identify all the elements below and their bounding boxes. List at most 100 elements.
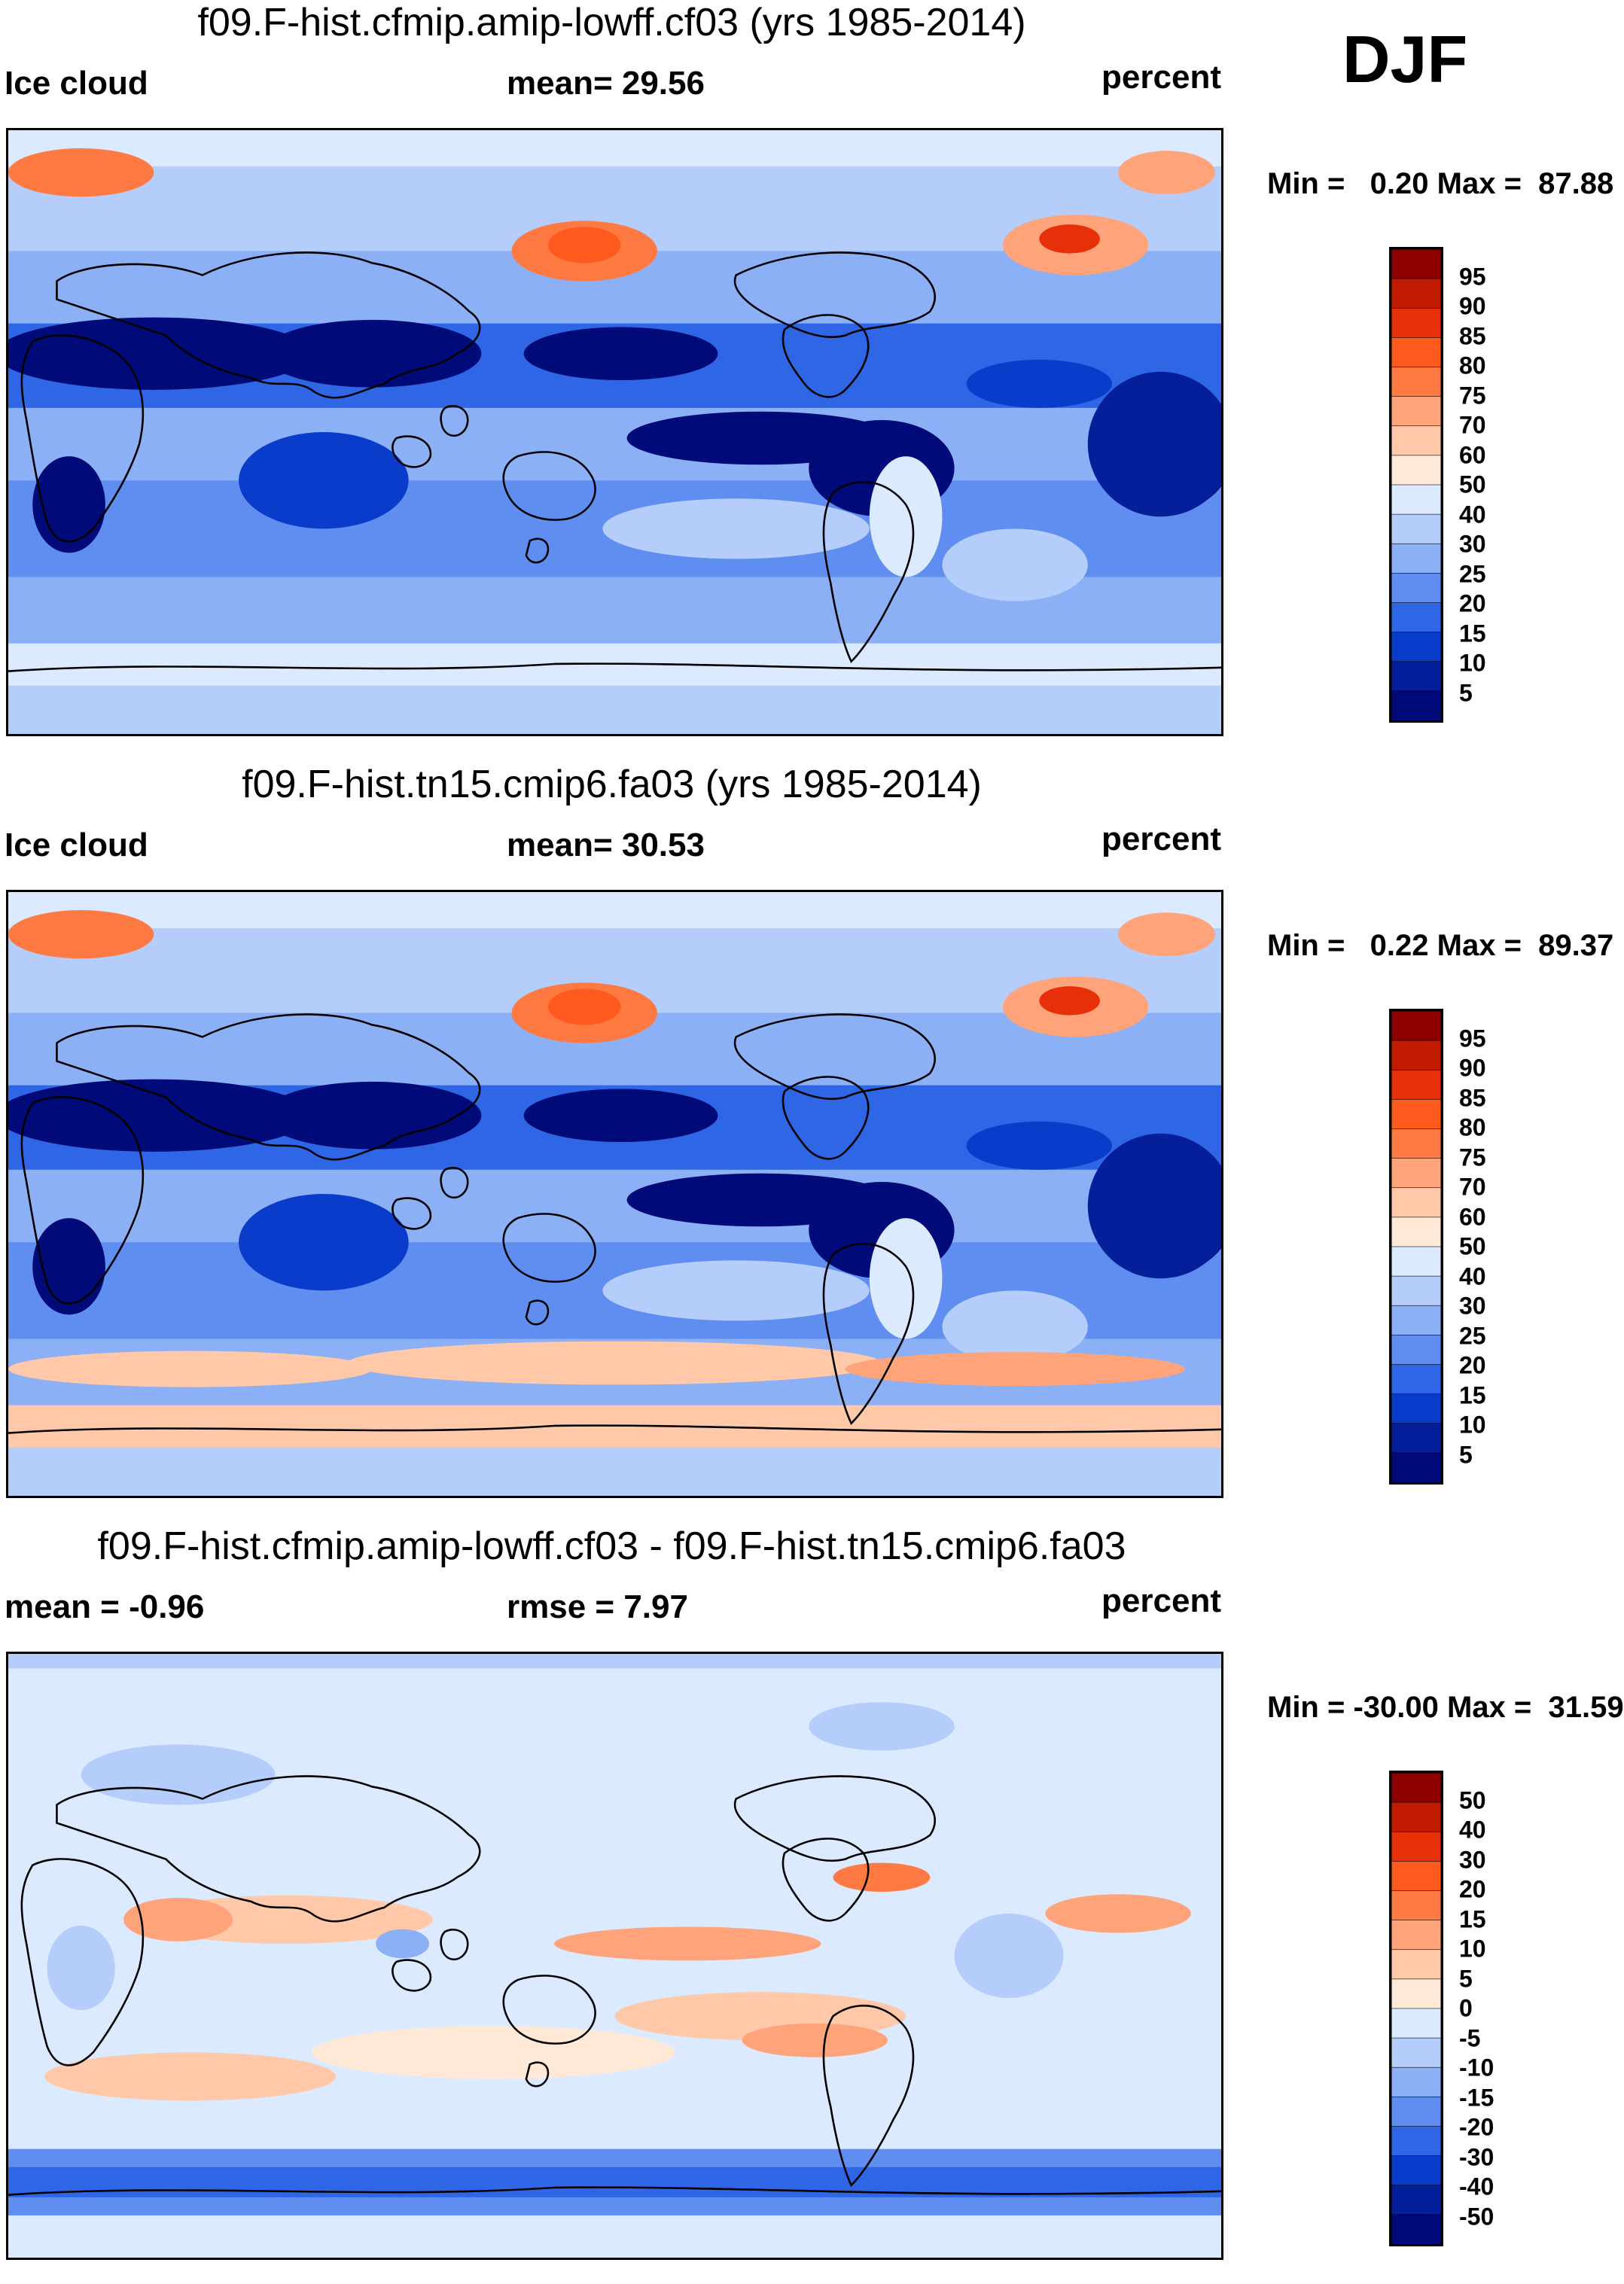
colorbar-tick-label: 90 bbox=[1459, 1054, 1486, 1082]
field-contour bbox=[8, 148, 154, 197]
colorbar-tick-label: -20 bbox=[1459, 2113, 1495, 2141]
field-contour bbox=[942, 1290, 1088, 1363]
field-contour bbox=[523, 1089, 718, 1143]
panel-3: f09.F-hist.cfmip.amip-lowff.cf03 - f09.F… bbox=[0, 1524, 1624, 2284]
field-band bbox=[8, 1654, 1221, 1669]
map-svg bbox=[8, 892, 1221, 1496]
colorbar-swatch bbox=[1391, 249, 1441, 280]
field-contour bbox=[742, 2023, 888, 2057]
colorbar-tick-label: -40 bbox=[1459, 2173, 1495, 2200]
field-contour bbox=[263, 1081, 482, 1150]
panel-title: f09.F-hist.cfmip.amip-lowff.cf03 - f09.F… bbox=[97, 1524, 1126, 1568]
colorbar-swatch bbox=[1391, 1128, 1441, 1159]
coastline bbox=[822, 1242, 915, 1425]
field-contour bbox=[1039, 986, 1100, 1016]
coastline bbox=[392, 1197, 432, 1230]
field-contour bbox=[1118, 912, 1215, 957]
min-max-label: Min = -30.00 Max = 31.59 bbox=[1267, 1691, 1624, 1724]
colorbar-swatch bbox=[1391, 632, 1441, 662]
colorbar-tick-label: -15 bbox=[1459, 2084, 1495, 2111]
field-contour bbox=[44, 2052, 336, 2101]
colorbar-swatch bbox=[1391, 2155, 1441, 2186]
colorbar-swatch bbox=[1391, 1246, 1441, 1278]
field-contour bbox=[123, 1898, 233, 1941]
coastline bbox=[440, 405, 469, 437]
panel-title: f09.F-hist.cfmip.amip-lowff.cf03 (yrs 19… bbox=[197, 1, 1026, 44]
colorbar bbox=[1389, 1771, 1443, 2246]
field-contour bbox=[547, 227, 621, 263]
colorbar-tick-label: 5 bbox=[1459, 1965, 1473, 1992]
field-contour bbox=[8, 910, 154, 959]
colorbar-tick-label: 30 bbox=[1459, 530, 1486, 558]
colorbar-swatch bbox=[1391, 2008, 1441, 2039]
colorbar-tick-label: 40 bbox=[1459, 1262, 1486, 1290]
map-plot bbox=[6, 128, 1223, 736]
coastline bbox=[525, 538, 550, 564]
coastline bbox=[782, 1076, 870, 1160]
field-contour bbox=[1045, 1894, 1191, 1933]
coastline bbox=[392, 435, 432, 468]
field-band bbox=[8, 685, 1221, 734]
colorbar-swatch bbox=[1391, 1452, 1441, 1482]
field-contour bbox=[869, 1218, 943, 1339]
colorbar-swatch bbox=[1391, 543, 1441, 574]
colorbar-swatch bbox=[1391, 602, 1441, 633]
colorbar-tick-label: 15 bbox=[1459, 1381, 1486, 1408]
colorbar-tick-label: 90 bbox=[1459, 292, 1486, 320]
colorbar-swatch bbox=[1391, 2066, 1441, 2098]
colorbar-tick-label: 75 bbox=[1459, 1144, 1486, 1171]
colorbar-labels: 50 40 30 20 15 10 5 0 -5 -10 -15 -20 -30 -40 -50 bbox=[1459, 1771, 1549, 2246]
coastline bbox=[525, 1299, 550, 1326]
coastline bbox=[822, 480, 915, 663]
colorbar-tick-label: 30 bbox=[1459, 1292, 1486, 1320]
colorbar-tick-label: 60 bbox=[1459, 441, 1486, 468]
colorbar-swatch bbox=[1391, 513, 1441, 545]
field-contour bbox=[966, 1121, 1113, 1170]
field-contour bbox=[1087, 1133, 1221, 1279]
units-label: percent bbox=[1101, 1582, 1221, 1619]
mean-label: mean= 30.53 bbox=[507, 827, 705, 863]
variable-label: Ice cloud bbox=[5, 65, 148, 102]
colorbar-tick-label: 10 bbox=[1459, 1411, 1486, 1439]
min-max-label: Min = 0.22 Max = 89.37 bbox=[1267, 929, 1614, 962]
colorbar-tick-label: 95 bbox=[1459, 1025, 1486, 1052]
field-contour bbox=[376, 1929, 430, 1959]
coastline bbox=[525, 2061, 550, 2088]
colorbar-swatch bbox=[1391, 307, 1441, 339]
colorbar-swatch bbox=[1391, 1069, 1441, 1101]
field-contour bbox=[809, 1702, 955, 1751]
variable-label: Ice cloud bbox=[5, 827, 148, 863]
colorbar-tick-label: -10 bbox=[1459, 2054, 1495, 2081]
colorbar-tick-label: 5 bbox=[1459, 1441, 1473, 1468]
colorbar-swatch bbox=[1391, 2126, 1441, 2157]
colorbar-svg bbox=[1391, 249, 1441, 720]
colorbar-tick-label: 20 bbox=[1459, 1351, 1486, 1379]
colorbar-swatch bbox=[1391, 1275, 1441, 1307]
colorbar bbox=[1389, 247, 1443, 723]
coastline bbox=[502, 1975, 596, 2045]
field-contour bbox=[966, 359, 1113, 408]
colorbar-swatch bbox=[1391, 1393, 1441, 1424]
field-contour bbox=[954, 1913, 1064, 1999]
coastline bbox=[392, 1959, 432, 1992]
colorbar-swatch bbox=[1391, 1305, 1441, 1336]
field-contour bbox=[942, 528, 1088, 601]
colorbar-tick-label: -50 bbox=[1459, 2203, 1495, 2230]
colorbar-tick-label: 10 bbox=[1459, 649, 1486, 677]
field-contour bbox=[239, 432, 409, 529]
field-contour bbox=[602, 498, 870, 559]
colorbar-tick-label: 20 bbox=[1459, 1875, 1486, 1903]
coastline bbox=[733, 251, 936, 339]
colorbar-swatch bbox=[1391, 1978, 1441, 2010]
coastline bbox=[56, 1775, 481, 1923]
colorbar-swatch bbox=[1391, 1364, 1441, 1395]
coastline bbox=[8, 1424, 1221, 1434]
field-contour bbox=[8, 1351, 373, 1387]
colorbar-tick-label: 50 bbox=[1459, 471, 1486, 498]
field-contour bbox=[523, 327, 718, 381]
colorbar-tick-label: 80 bbox=[1459, 1113, 1486, 1141]
colorbar-tick-label: 30 bbox=[1459, 1846, 1486, 1873]
coastline bbox=[20, 1858, 145, 2066]
colorbar-tick-label: 40 bbox=[1459, 1816, 1486, 1844]
colorbar-swatch bbox=[1391, 1158, 1441, 1189]
